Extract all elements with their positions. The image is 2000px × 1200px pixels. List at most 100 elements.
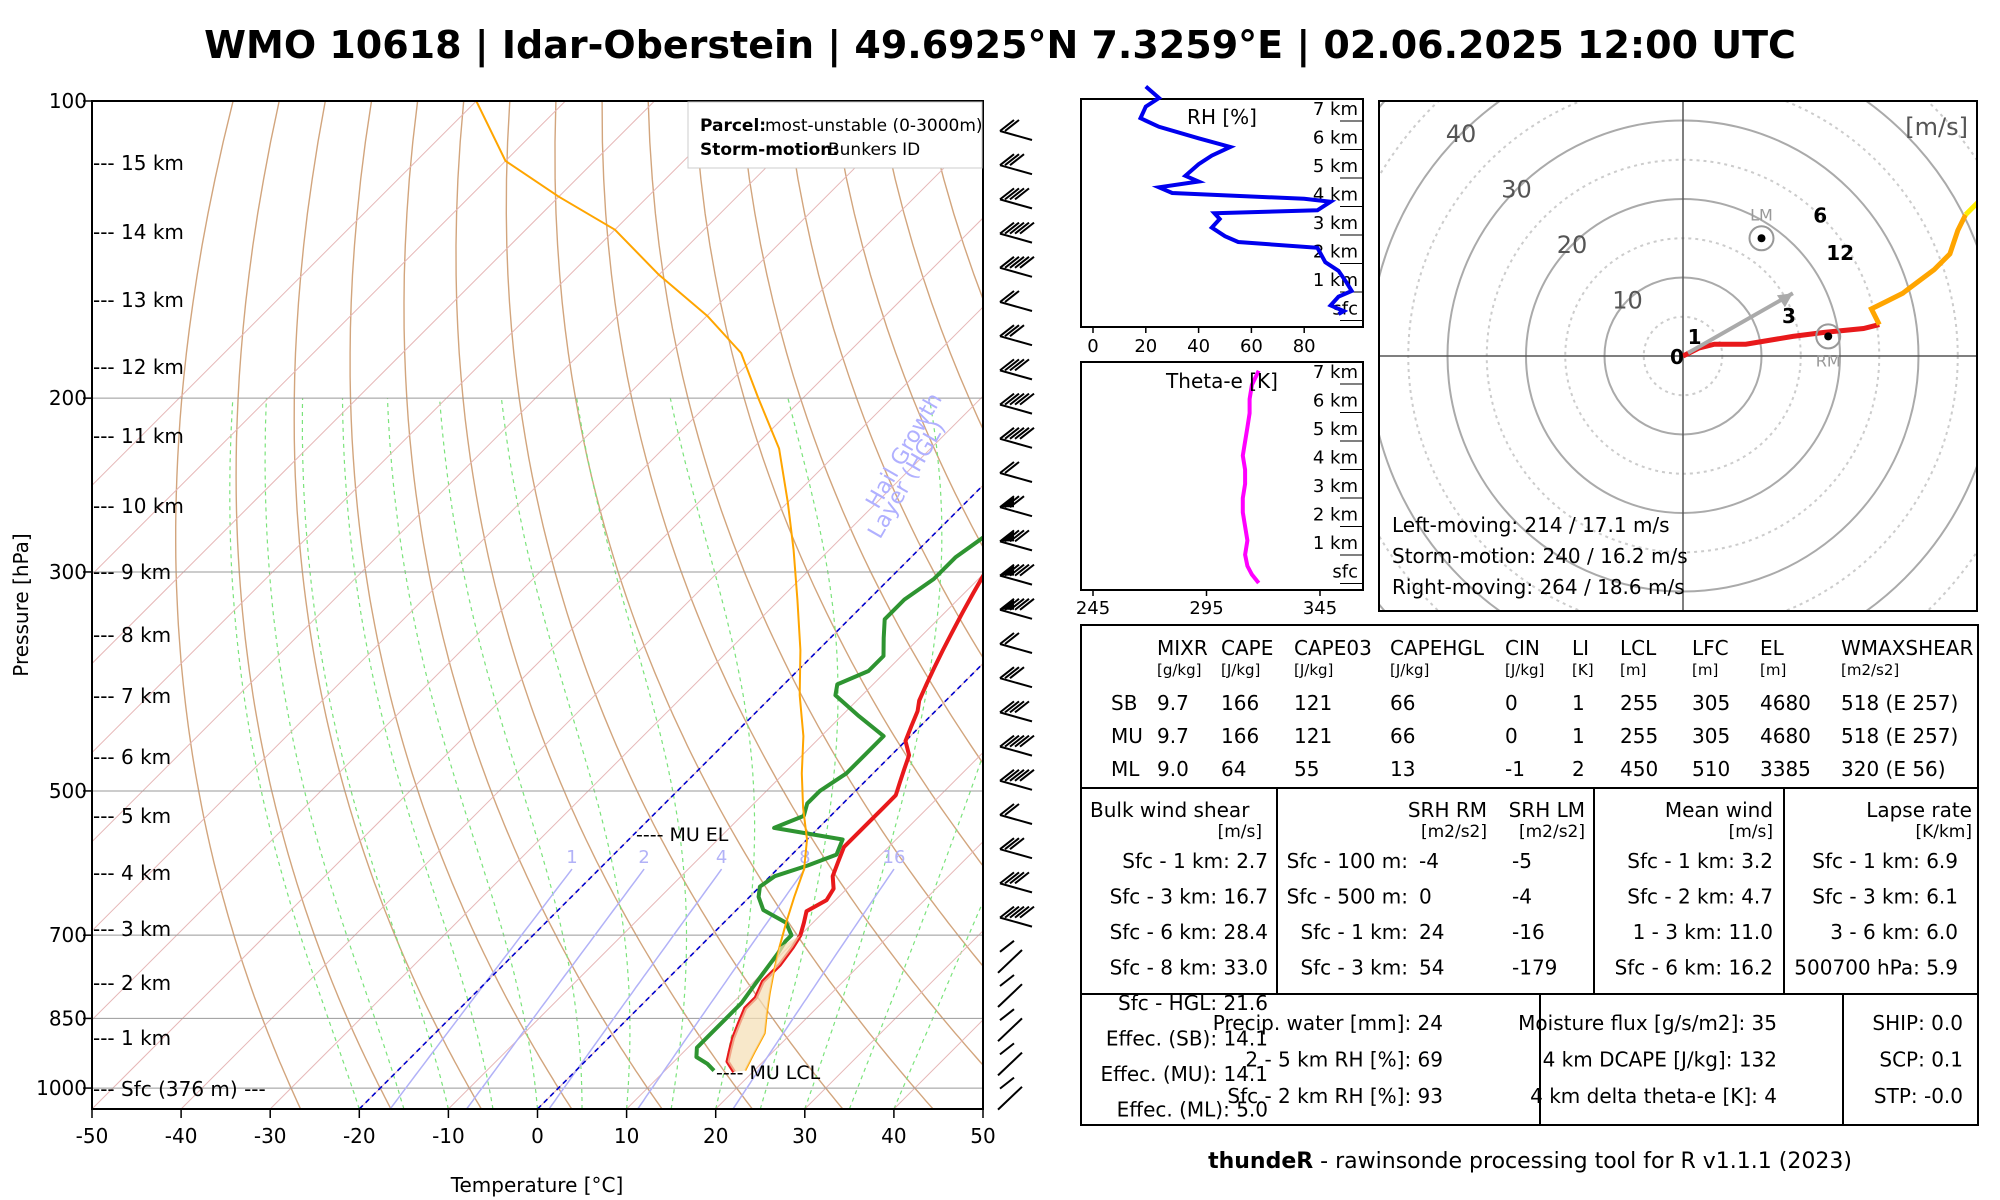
- wind-barb: [999, 769, 1035, 791]
- barb-flag: [1004, 427, 1020, 440]
- hodo-height-label: 3: [1782, 304, 1796, 328]
- wind-barb: [997, 1042, 1023, 1077]
- storm-motion-arrowhead: [1776, 293, 1793, 308]
- mean-row: Sfc - 2 km: 4.7: [1627, 885, 1773, 909]
- mixing-ratio-label: 4: [716, 847, 727, 868]
- table-cell: -1: [1505, 757, 1525, 781]
- moisture-row: 2 - 5 km RH [%]: 69: [1245, 1048, 1443, 1072]
- profile-line: [725, 572, 983, 1073]
- storm-marker-dot: [1824, 332, 1833, 341]
- height-label: --- 8 km: [93, 623, 171, 647]
- parameter-table-frame: [1080, 624, 1979, 1126]
- x-tick-label: -50: [76, 1124, 109, 1148]
- wind-barb: [999, 905, 1035, 928]
- index-row: SCP: 0.1: [1879, 1048, 1963, 1072]
- rh-line: [1137, 84, 1355, 316]
- x-tick-label: 30: [792, 1124, 817, 1148]
- height-label: --- 9 km: [93, 560, 171, 584]
- shear-row: Sfc - 8 km: 33.0: [1110, 956, 1268, 980]
- shear-row: Effec. (MU): 14.1: [1100, 1062, 1268, 1086]
- rh-y-label: 5 km: [1313, 156, 1358, 177]
- rh-x-tick-label: 80: [1293, 336, 1316, 357]
- wind-barb: [999, 392, 1035, 415]
- rh-y-label: 7 km: [1313, 99, 1358, 120]
- te-y-label: 5 km: [1313, 419, 1358, 440]
- dry-adiabat: [235, 101, 392, 1109]
- x-tick-label: 40: [881, 1124, 906, 1148]
- dry-adiabat: [785, 101, 983, 659]
- dry-adiabat: [349, 101, 573, 1109]
- moist-adiabat: [848, 753, 983, 1109]
- mean-row: Sfc - 6 km: 16.2: [1615, 956, 1773, 980]
- table-col-unit: [m]: [1692, 661, 1718, 679]
- barb-flag: [1004, 153, 1020, 166]
- table-cell: 255: [1620, 691, 1658, 715]
- y-tick-label: 700: [49, 923, 87, 947]
- storm-marker: [1748, 225, 1775, 252]
- barb-flag: [1014, 187, 1030, 201]
- mixing-ratio-label: 16: [883, 847, 906, 868]
- barb-flag: [999, 461, 1015, 474]
- skewt-frame: [91, 100, 984, 1110]
- barb-staff: [999, 232, 1033, 244]
- rh-x-tick-label: 0: [1087, 336, 1098, 357]
- hodo-trace: [1868, 213, 1968, 326]
- barb-flag: [1004, 769, 1020, 782]
- table-col-header: MIXR: [1157, 636, 1208, 660]
- wind-barb: [999, 324, 1033, 347]
- te-y-label: 4 km: [1313, 448, 1358, 469]
- height-label: --- 4 km: [93, 861, 171, 885]
- barb-staff: [999, 335, 1033, 347]
- table-cell: 0: [1505, 691, 1518, 715]
- rh-x-tick-label: 40: [1187, 336, 1210, 357]
- barb-flag: [999, 290, 1015, 303]
- dry-adiabat: [739, 101, 983, 765]
- x-tick-label: -10: [432, 1124, 465, 1148]
- lapse-row: 500700 hPa: 5.9: [1794, 956, 1958, 980]
- barb-flag: [1014, 358, 1030, 372]
- barb-staff: [999, 301, 1033, 312]
- table-cell: 255: [1620, 724, 1658, 748]
- srh-row-label: Sfc - 500 m:: [1287, 885, 1408, 909]
- dry-adiabat: [505, 101, 844, 1109]
- isotherm: [269, 395, 983, 1109]
- isotherm: [92, 101, 477, 487]
- barb-flag: [1019, 563, 1035, 577]
- barb-flag: [999, 324, 1015, 337]
- hodo-ring-label: 40: [1446, 120, 1477, 148]
- barb-flag: [1004, 666, 1020, 679]
- barb-staff: [999, 130, 1033, 141]
- barb-flag: [999, 632, 1015, 645]
- wind-barb: [999, 598, 1035, 620]
- barb-flag: [999, 153, 1015, 166]
- shear-row: Sfc - 6 km: 28.4: [1110, 920, 1268, 944]
- wind-barb: [999, 495, 1033, 518]
- hodo-ring-label: 10: [1612, 286, 1643, 314]
- isotherm: [92, 101, 834, 843]
- table-cell: 13: [1390, 757, 1415, 781]
- lapse-row: 3 - 6 km: 6.0: [1830, 920, 1958, 944]
- dry-adiabat: [693, 101, 983, 867]
- wind-barb: [999, 529, 1033, 552]
- barb-flag: [1009, 700, 1025, 714]
- table-cell: 518 (E 257): [1841, 724, 1958, 748]
- rh-y-label: 3 km: [1313, 213, 1358, 234]
- wind-barb: [999, 666, 1033, 689]
- barb-flag: [1009, 153, 1025, 166]
- hodo-left-moving: Left-moving: 214 / 17.1 m/s: [1392, 513, 1670, 537]
- barb-pennant: [1000, 598, 1014, 610]
- barb-flag: [999, 700, 1015, 714]
- table-cell: 121: [1294, 691, 1332, 715]
- storm-marker: [1815, 323, 1842, 350]
- storm-motion-arrow: [1687, 291, 1794, 355]
- storm-marker-label: LM: [1750, 205, 1773, 224]
- mu-lcl-label: ---- MU LCL: [716, 1062, 821, 1084]
- barb-flag: [1019, 221, 1035, 235]
- shear-row: Effec. (ML): 5.0: [1117, 1098, 1268, 1122]
- barb-flag: [999, 837, 1015, 850]
- storm-marker-label: RM: [1816, 351, 1841, 370]
- table-row-label: MU: [1111, 724, 1143, 748]
- wind-barb: [999, 803, 1033, 825]
- barb-flag: [1004, 734, 1020, 748]
